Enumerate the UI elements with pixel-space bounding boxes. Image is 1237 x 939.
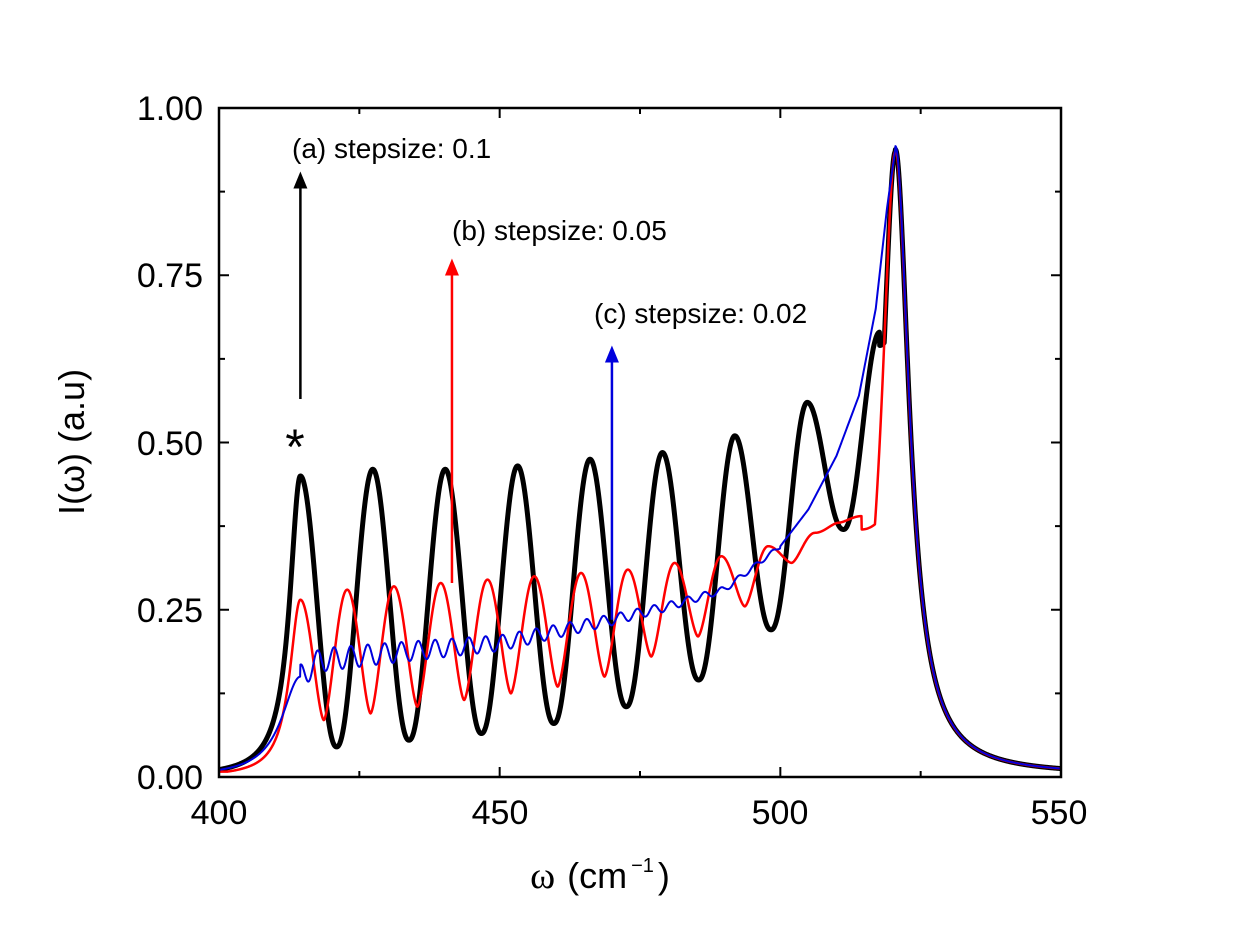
x-tick-label: 400 [191,794,248,832]
x-tick-labels: 400 450 500 550 [191,794,1088,832]
x-tick-label: 500 [752,794,809,832]
y-tick-label: 0.75 [137,257,203,295]
arrow-b-head [444,258,459,276]
y-tick-label: 0.25 [137,592,203,630]
y-tick-label: 0.50 [137,425,203,463]
x-axis-label: ω (cm −1 ) [530,855,670,897]
x-axis-label-exponent: −1 [631,855,654,877]
y-tick-labels: 0.00 0.25 0.50 0.75 1.00 [137,90,203,797]
annotation-label-c: (c) stepsize: 0.02 [594,298,807,329]
annotation-label-b: (b) stepsize: 0.05 [452,215,667,246]
annotation-label-a: (a) stepsize: 0.1 [292,133,491,164]
data-curves [216,145,1064,773]
x-axis-label-close: ) [658,855,670,896]
y-tick-label: 1.00 [137,90,203,128]
x-tick-label: 450 [472,794,529,832]
x-axis-label-unit: (cm [567,855,627,896]
x-tick-label: 550 [1031,794,1088,832]
arrow-a-head [293,171,308,189]
curve-stepsize-0.02 [218,145,1062,771]
annotation-arrows [293,171,619,620]
plot-area-frame [217,106,1063,779]
y-axis-label: I(ω) (a.u) [51,369,92,515]
asterisk-marker: * [285,419,304,475]
x-axis-label-symbol: ω [530,855,555,897]
y-tick-label: 0.00 [137,759,203,797]
arrow-c-head [604,345,619,363]
